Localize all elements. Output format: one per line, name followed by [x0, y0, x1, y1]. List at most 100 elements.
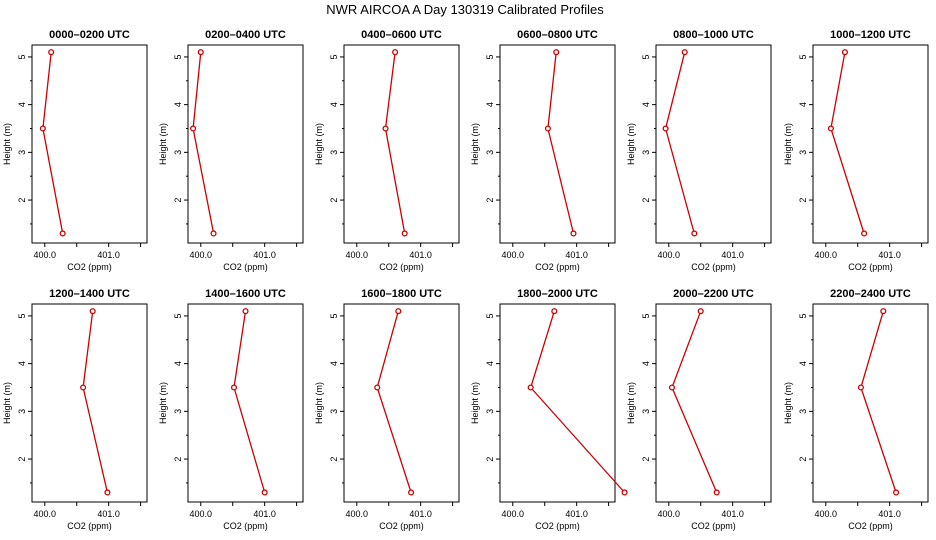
profile-point [59, 230, 66, 237]
panel-9: 1600–1800 UTC 2 3 4 5 400.0 401.0 CO2 (ppm) Heig… [314, 288, 460, 531]
y-tick-label: 5 [485, 54, 495, 59]
x-tick-label: 401.0 [565, 509, 588, 519]
y-tick-label: 5 [641, 54, 651, 59]
profile-point [553, 49, 560, 56]
panel-2: 0200–0400 UTC 2 3 4 5 400.0 401.0 CO2 (ppm) Heig… [158, 29, 304, 272]
y-tick-label: 5 [641, 313, 651, 318]
profile-point [857, 384, 864, 391]
x-axis-label: CO2 (ppm) [691, 262, 736, 272]
panel-6: 1000–1200 UTC 2 3 4 5 400.0 401.0 CO2 (ppm) Heig… [783, 29, 929, 272]
y-axis-label: Height (m) [158, 382, 168, 424]
y-tick-label: 4 [798, 361, 808, 366]
x-tick-label: 400.0 [34, 250, 57, 260]
panel-title: 0200–0400 UTC [205, 29, 286, 41]
profile-point [681, 49, 688, 56]
panel-title: 0600–0800 UTC [517, 29, 598, 41]
panel-10: 1800–2000 UTC 2 3 4 5 400.0 401.0 CO2 (ppm) Heig… [470, 288, 628, 531]
y-tick-label: 3 [798, 409, 808, 414]
y-tick-label: 4 [641, 102, 651, 107]
profile-point [374, 384, 381, 391]
profile-point [39, 125, 46, 132]
panel-8: 1400–1600 UTC 2 3 4 5 400.0 401.0 CO2 (ppm) Heig… [158, 288, 304, 531]
y-axis-label: Height (m) [470, 123, 480, 165]
y-tick-label: 5 [173, 54, 183, 59]
plot-frame [343, 303, 460, 503]
y-tick-label: 5 [173, 313, 183, 318]
plot-frame [812, 303, 929, 503]
profile-line [376, 311, 412, 493]
plot-frame [31, 44, 148, 244]
y-tick-label: 3 [485, 150, 495, 155]
plot-frame [187, 44, 304, 244]
y-axis-label: Height (m) [158, 123, 168, 165]
y-tick-label: 2 [798, 198, 808, 203]
y-tick-label: 4 [17, 361, 27, 366]
x-tick-label: 400.0 [658, 509, 681, 519]
x-tick-label: 401.0 [97, 509, 120, 519]
x-tick-label: 401.0 [253, 509, 276, 519]
profile-point [401, 230, 408, 237]
x-axis-label: CO2 (ppm) [848, 262, 893, 272]
y-tick-label: 5 [798, 313, 808, 318]
y-axis-label: Height (m) [783, 382, 793, 424]
x-tick-label: 401.0 [565, 250, 588, 260]
y-tick-label: 4 [329, 361, 339, 366]
y-tick-label: 4 [798, 102, 808, 107]
panel-title: 1600–1800 UTC [361, 288, 442, 300]
x-axis-label: CO2 (ppm) [67, 262, 112, 272]
x-tick-label: 401.0 [409, 509, 432, 519]
x-axis-label: CO2 (ppm) [535, 262, 580, 272]
x-axis-label: CO2 (ppm) [535, 521, 580, 531]
y-tick-label: 4 [173, 361, 183, 366]
profile-point [197, 49, 204, 56]
profile-point [48, 49, 55, 56]
panel-title: 1200–1400 UTC [49, 288, 130, 300]
y-axis-label: Height (m) [314, 123, 324, 165]
x-tick-label: 401.0 [97, 250, 120, 260]
y-tick-label: 4 [173, 102, 183, 107]
profile-point [527, 384, 534, 391]
plot-frame [31, 303, 148, 503]
profile-line [384, 52, 406, 234]
y-tick-label: 3 [329, 150, 339, 155]
profile-line [42, 52, 64, 234]
profile-line [671, 310, 718, 493]
profile-point [392, 49, 399, 56]
profile-point [861, 230, 868, 237]
x-axis-label: CO2 (ppm) [848, 521, 893, 531]
y-axis-label: Height (m) [783, 123, 793, 165]
panel-11: 2000–2200 UTC 2 3 4 5 400.0 401.0 CO2 (ppm) Heig… [626, 288, 772, 531]
x-tick-label: 400.0 [190, 509, 213, 519]
x-tick-label: 400.0 [815, 250, 838, 260]
panel-title: 1400–1600 UTC [205, 288, 286, 300]
profile-point [408, 489, 415, 496]
x-axis-label: CO2 (ppm) [379, 521, 424, 531]
y-tick-label: 5 [798, 54, 808, 59]
y-tick-label: 3 [17, 409, 27, 414]
profile-point [395, 308, 402, 315]
plot-frame [187, 303, 304, 503]
y-tick-label: 4 [17, 102, 27, 107]
y-tick-label: 5 [485, 313, 495, 318]
x-tick-label: 400.0 [346, 509, 369, 519]
profile-point [230, 384, 238, 391]
plot-frame [655, 303, 772, 503]
panel-title: 2000–2200 UTC [673, 288, 754, 300]
profile-point [80, 384, 87, 391]
y-tick-label: 2 [329, 198, 339, 203]
profile-line [233, 311, 266, 493]
x-tick-label: 400.0 [34, 509, 57, 519]
y-tick-label: 5 [17, 54, 27, 59]
profile-point [668, 384, 676, 391]
y-axis-label: Height (m) [2, 123, 12, 165]
profile-point [210, 230, 217, 237]
profile-point [841, 49, 848, 56]
profile-line [830, 52, 865, 234]
panel-title: 1000–1200 UTC [830, 29, 911, 41]
x-tick-label: 401.0 [878, 509, 901, 519]
y-tick-label: 5 [329, 54, 339, 59]
y-tick-label: 4 [641, 361, 651, 366]
panel-title: 2200–2400 UTC [830, 288, 911, 300]
y-tick-label: 3 [798, 150, 808, 155]
